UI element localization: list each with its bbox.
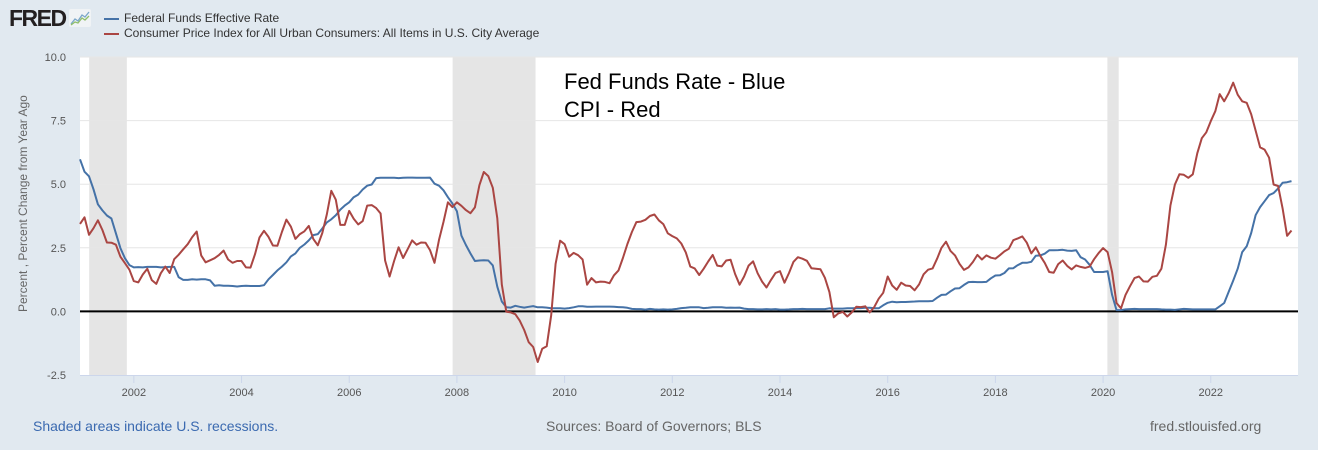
series-lines (79, 81, 1293, 363)
grid-lines (80, 56, 1298, 376)
x-tick-label: 2016 (875, 387, 899, 399)
chart-line-icon (68, 9, 91, 27)
site-link[interactable]: fred.stlouisfed.org (1150, 418, 1262, 434)
x-tick-label: 2002 (122, 387, 146, 399)
recession-note[interactable]: Shaded areas indicate U.S. recessions. (33, 418, 279, 434)
chart-legend: Federal Funds Effective Rate Consumer Pr… (104, 11, 539, 41)
legend-label-fedfunds: Federal Funds Effective Rate (124, 11, 280, 25)
legend-label-cpi: Consumer Price Index for All Urban Consu… (124, 26, 540, 40)
legend-swatch-red (104, 32, 119, 35)
y-tick-label: 0.0 (51, 306, 66, 318)
annotation-fedfunds: Fed Funds Rate - Blue (564, 69, 785, 94)
x-tick-label: 2006 (337, 387, 361, 399)
sources-note: Sources: Board of Governors; BLS (546, 418, 762, 434)
fred-logo[interactable]: FRED (9, 6, 91, 30)
legend-item-cpi[interactable]: Consumer Price Index for All Urban Consu… (104, 26, 539, 41)
fred-logo-text: FRED (9, 5, 67, 31)
y-tick-label: 7.5 (51, 116, 66, 128)
recession-shading (89, 57, 1119, 375)
x-tick-label: 2008 (445, 387, 469, 399)
y-tick-label: -2.5 (47, 370, 66, 382)
x-tick-label: 2014 (768, 387, 792, 399)
x-tick-label: 2012 (660, 387, 684, 399)
x-axis-ticks: 2002 2004 2006 2008 2010 2012 2014 2016 2018 2020… (122, 375, 1223, 399)
y-tick-label: 2.5 (51, 243, 66, 255)
x-tick-label: 2004 (229, 387, 253, 399)
legend-swatch-blue (104, 17, 119, 20)
x-tick-label: 2010 (552, 387, 576, 399)
recession-band (1107, 57, 1119, 375)
annotation-cpi: CPI - Red (564, 97, 661, 122)
x-tick-label: 2020 (1091, 387, 1115, 399)
legend-item-fedfunds[interactable]: Federal Funds Effective Rate (104, 11, 539, 26)
y-axis-ticks: -2.5 0.0 2.5 5.0 7.5 10.0 (45, 52, 66, 382)
recession-band (452, 57, 536, 375)
plot-area (80, 57, 1298, 375)
y-tick-label: 5.0 (51, 179, 66, 191)
y-tick-label: 10.0 (45, 52, 66, 64)
x-tick-label: 2022 (1199, 387, 1223, 399)
x-tick-label: 2018 (983, 387, 1007, 399)
series-line-cpi (79, 81, 1293, 363)
